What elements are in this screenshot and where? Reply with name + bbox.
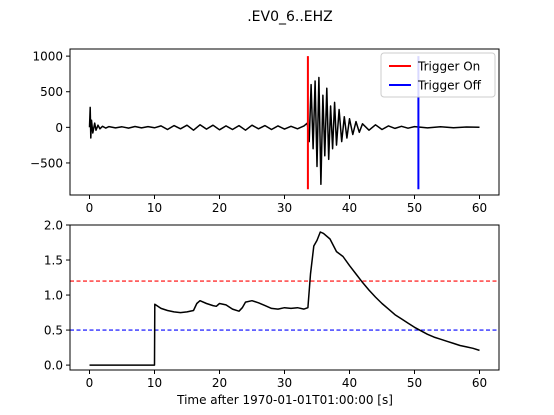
x-tick-label: 0 (86, 201, 94, 215)
y-tick-label: −500 (30, 156, 63, 170)
x-tick-label: 30 (277, 201, 292, 215)
x-tick-label: 20 (212, 201, 227, 215)
x-tick-label: 60 (472, 376, 487, 390)
legend-label-trigger-on: Trigger On (417, 60, 480, 74)
x-tick-label: 30 (277, 376, 292, 390)
y-tick-label: 0.5 (44, 324, 63, 338)
x-tick-label: 50 (407, 201, 422, 215)
figure-title: .EV0_6..EHZ (247, 9, 333, 25)
y-tick-label: 0.0 (44, 359, 63, 373)
x-tick-label: 0 (86, 376, 94, 390)
legend: Trigger On Trigger Off (380, 52, 496, 98)
x-tick-label: 10 (147, 201, 162, 215)
y-tick-label: 1000 (32, 50, 63, 64)
x-tick-label: 10 (147, 376, 162, 390)
series-line-0 (89, 231, 480, 366)
axes-frame (69, 224, 500, 371)
y-tick-label: 0 (55, 121, 63, 135)
y-tick-label: 1.0 (44, 289, 63, 303)
x-tick-label: 20 (212, 376, 227, 390)
y-tick-label: 500 (40, 85, 63, 99)
y-tick-label: 1.5 (44, 254, 63, 268)
x-tick-label: 40 (342, 376, 357, 390)
legend-label-trigger-off: Trigger Off (417, 79, 482, 93)
x-axis-label: Time after 1970-01-01T01:00:00 [s] (176, 393, 393, 407)
x-tick-label: 50 (407, 376, 422, 390)
characteristic-function-panel: 0 10 20 30 40 50 60 2.0 1.5 1.0 0.5 0.0 (44, 219, 500, 390)
x-tick-label: 40 (342, 201, 357, 215)
series-line-0 (88, 76, 480, 186)
x-tick-label: 60 (472, 201, 487, 215)
y-tick-label: 2.0 (44, 219, 63, 233)
